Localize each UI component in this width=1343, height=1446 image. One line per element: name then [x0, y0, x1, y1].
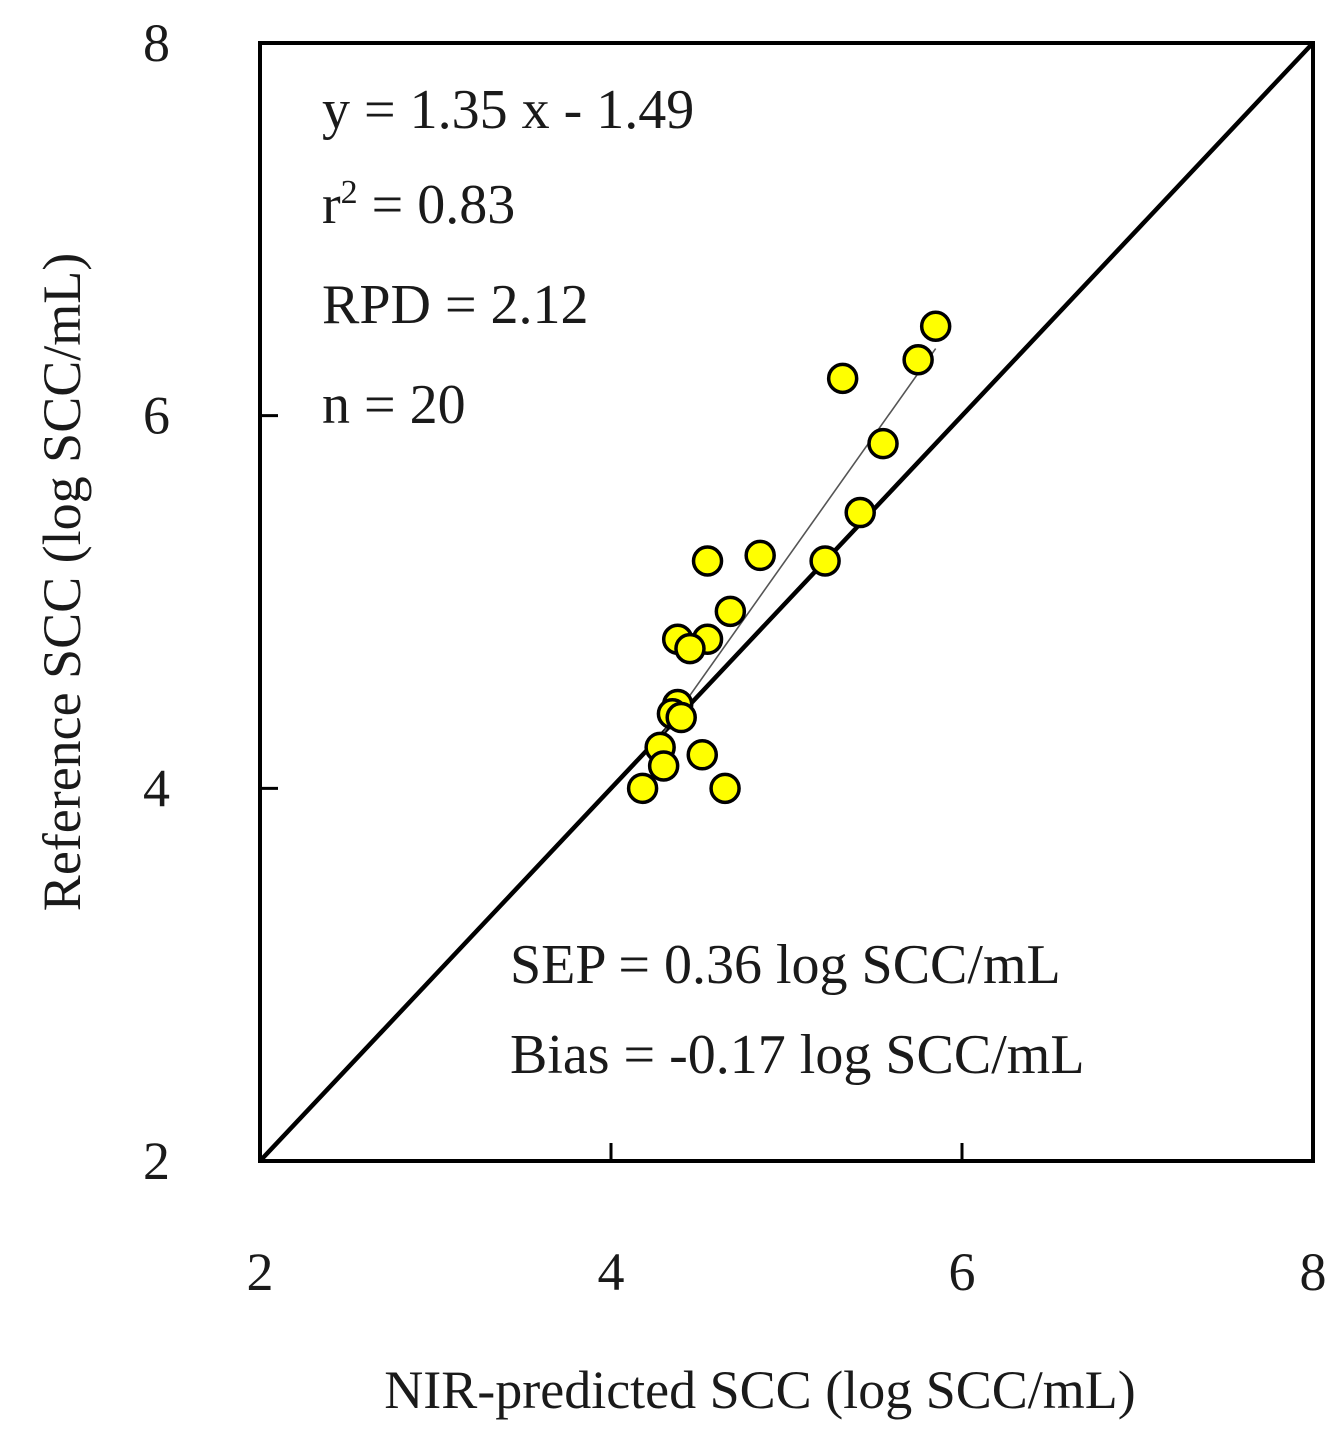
sep-value: SEP = 0.36 log SCC/mL [510, 934, 1061, 996]
data-point [674, 632, 706, 665]
x-tick-label-2: 2 [247, 1242, 274, 1302]
x-axis-title: NIR-predicted SCC (log SCC/mL) [384, 1360, 1135, 1420]
r-squared: r2 = 0.83 [322, 174, 515, 236]
data-point [665, 701, 697, 734]
y-tick-label-4: 4 [143, 758, 170, 818]
data-point [686, 739, 719, 771]
data-point [919, 310, 952, 342]
x-tick-label-4: 4 [598, 1242, 625, 1302]
x-tick-label-6: 6 [949, 1242, 976, 1302]
y-tick-label-8: 8 [143, 13, 170, 73]
data-point [867, 427, 899, 460]
1-1-line [258, 41, 1315, 1163]
data-point [744, 539, 776, 572]
axis-ticks [260, 414, 964, 1161]
rpd-value: RPD = 2.12 [322, 274, 589, 336]
data-point [902, 344, 934, 376]
data-point [709, 772, 741, 805]
x-tick-label-8: 8 [1300, 1242, 1327, 1302]
regression-line [662, 348, 937, 733]
sample-count: n = 20 [322, 374, 466, 436]
y-axis-title: Reference SCC (log SCC/mL) [32, 253, 92, 911]
tick-labels: 2 4 6 8 2 4 6 8 [143, 13, 1327, 1302]
data-point [714, 595, 747, 628]
data-point [826, 362, 859, 395]
data-point [626, 772, 659, 805]
data-point [809, 545, 841, 577]
y-tick-label-6: 6 [143, 386, 170, 446]
data-point [691, 545, 724, 577]
reference-lines [258, 41, 1315, 1163]
data-points [626, 310, 952, 805]
r-squared-exponent: 2 [341, 174, 358, 211]
data-point [647, 750, 680, 782]
bias-value: Bias = -0.17 log SCC/mL [510, 1024, 1085, 1086]
y-tick-label-2: 2 [143, 1131, 170, 1191]
data-point [844, 496, 876, 529]
regression-equation: y = 1.35 x - 1.49 [322, 79, 694, 141]
